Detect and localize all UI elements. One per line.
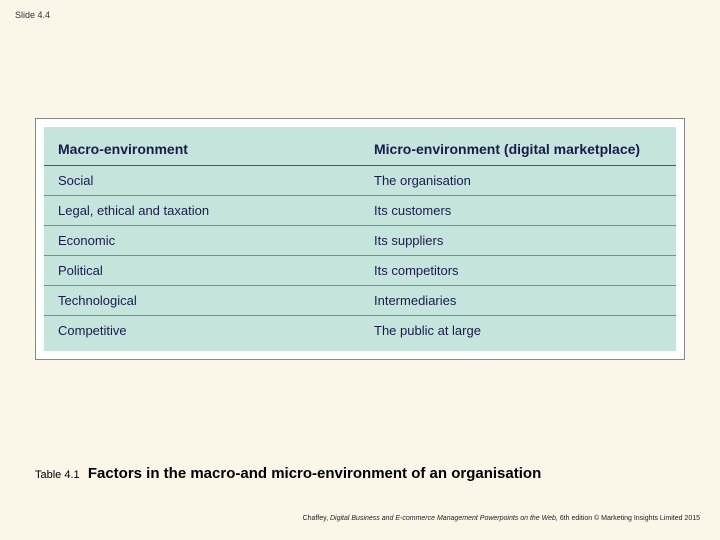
cell: Intermediaries (360, 286, 676, 316)
table-row: Economic Its suppliers (44, 226, 676, 256)
slide-number: Slide 4.4 (15, 10, 50, 20)
cell: Technological (44, 286, 360, 316)
cell: Social (44, 166, 360, 196)
cell: The public at large (360, 316, 676, 346)
table-row: Political Its competitors (44, 256, 676, 286)
environment-table: Macro-environment Micro-environment (dig… (44, 133, 676, 345)
footer-author: Chaffey, (303, 515, 328, 522)
caption-prefix: Table 4.1 (35, 469, 80, 481)
table-container: Macro-environment Micro-environment (dig… (35, 118, 685, 360)
cell: The organisation (360, 166, 676, 196)
table-inner: Macro-environment Micro-environment (dig… (44, 127, 676, 351)
header-macro: Macro-environment (44, 133, 360, 166)
cell: Its suppliers (360, 226, 676, 256)
footer-edition: 6th edition © Marketing Insights Limited… (560, 515, 700, 522)
table-row: Competitive The public at large (44, 316, 676, 346)
table-header-row: Macro-environment Micro-environment (dig… (44, 133, 676, 166)
cell: Economic (44, 226, 360, 256)
cell: Competitive (44, 316, 360, 346)
table-row: Technological Intermediaries (44, 286, 676, 316)
cell: Its customers (360, 196, 676, 226)
header-micro: Micro-environment (digital marketplace) (360, 133, 676, 166)
cell: Its competitors (360, 256, 676, 286)
table-body: Social The organisation Legal, ethical a… (44, 166, 676, 346)
cell: Political (44, 256, 360, 286)
table-row: Social The organisation (44, 166, 676, 196)
table-caption: Table 4.1 Factors in the macro-and micro… (35, 465, 541, 482)
footer-book: Digital Business and E-commerce Manageme… (330, 515, 558, 522)
table-row: Legal, ethical and taxation Its customer… (44, 196, 676, 226)
cell: Legal, ethical and taxation (44, 196, 360, 226)
footer-citation: Chaffey, Digital Business and E-commerce… (303, 515, 700, 522)
caption-title: Factors in the macro-and micro-environme… (88, 465, 541, 482)
